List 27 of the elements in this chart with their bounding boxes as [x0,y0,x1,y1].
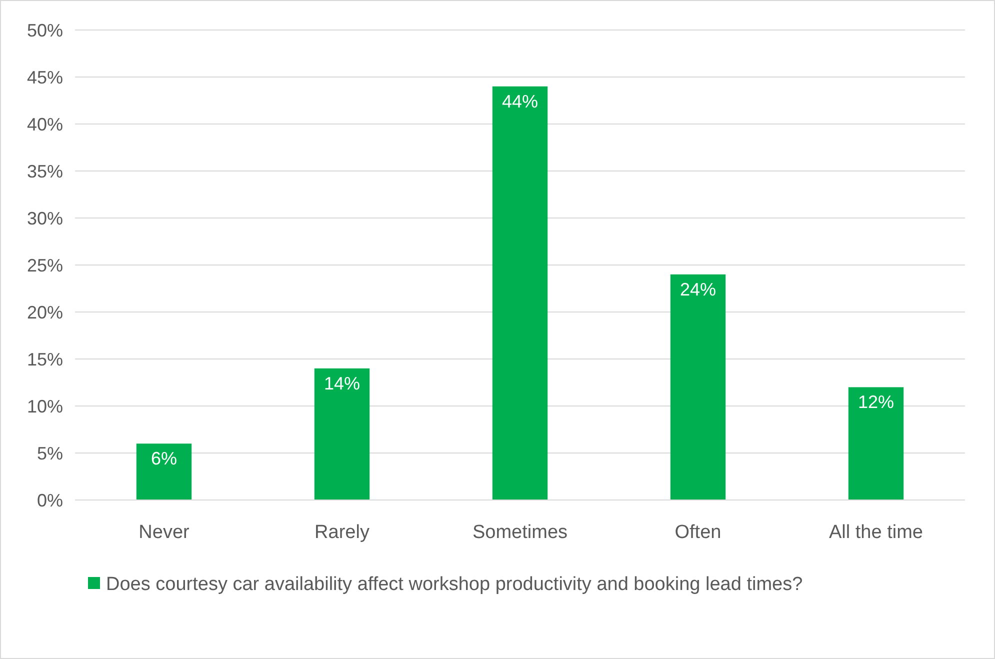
bar [848,387,904,500]
y-tick-label: 5% [36,443,63,464]
y-tick-label: 20% [26,302,63,322]
y-tick-label: 25% [26,255,63,276]
x-tick-label: Rarely [314,522,370,543]
bar [136,444,192,500]
data-label: 24% [680,279,716,300]
y-tick-label: 35% [26,161,63,182]
y-tick-label: 45% [26,67,63,88]
x-tick-label: Sometimes [472,522,568,543]
bar [670,274,726,500]
bar [492,86,548,500]
x-tick-label: All the time [829,522,923,543]
legend-label: Does courtesy car availability affect workshop productivity and booking lead times? [106,574,803,595]
x-tick-label: Never [138,522,190,543]
y-tick-label: 15% [26,349,63,370]
y-tick-label: 0% [36,490,63,510]
x-tick-label: Often [674,522,722,543]
y-tick-label: 50% [26,20,63,40]
y-tick-label: 10% [26,396,63,416]
y-tick-label: 40% [26,114,63,134]
bar [314,368,370,500]
y-tick-label: 30% [26,208,63,228]
data-label: 12% [858,392,894,412]
data-label: 14% [324,373,360,394]
data-label: 6% [150,448,178,469]
data-label: 44% [502,91,538,112]
